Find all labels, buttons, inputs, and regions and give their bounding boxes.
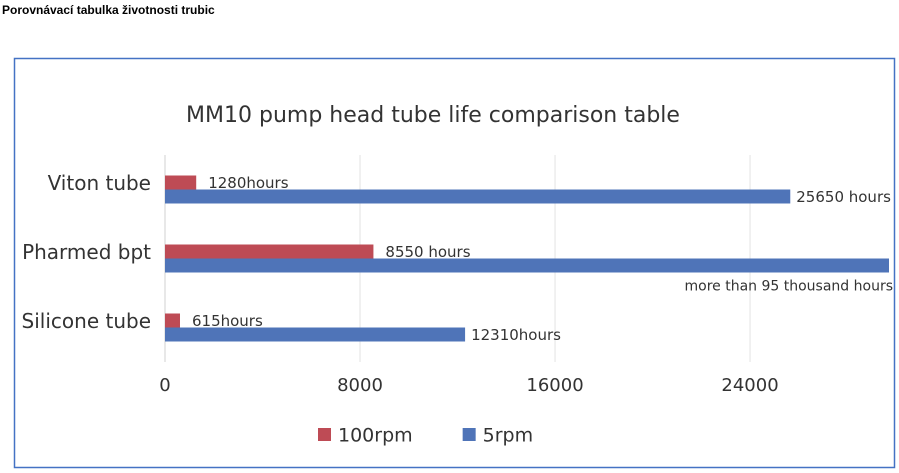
- x-tick-label: 0: [159, 375, 170, 396]
- x-tick-label: 8000: [337, 375, 383, 396]
- bar: [165, 244, 374, 259]
- bar: [165, 258, 889, 273]
- y-tick-label: Viton tube: [48, 171, 151, 195]
- y-tick-label: Pharmed bpt: [22, 240, 151, 264]
- value-label: 12310hours: [471, 326, 561, 344]
- bar: [165, 313, 180, 328]
- y-tick-label: Silicone tube: [22, 309, 151, 333]
- bar: [165, 189, 791, 204]
- chart-title: MM10 pump head tube life comparison tabl…: [186, 103, 680, 128]
- plot-area: [165, 175, 889, 342]
- bar: [165, 327, 466, 342]
- legend-swatch: [318, 428, 331, 441]
- value-label: 8550 hours: [385, 243, 470, 261]
- legend-label: 100rpm: [338, 425, 413, 447]
- legend-swatch: [462, 428, 476, 441]
- value-label: 1280hours: [208, 174, 289, 192]
- bar: [165, 175, 197, 190]
- value-label: more than 95 thousand hours: [685, 279, 894, 295]
- value-label: 615hours: [192, 312, 263, 330]
- legend-label: 5rpm: [483, 425, 533, 447]
- value-label: 25650 hours: [796, 188, 891, 206]
- x-tick-label: 16000: [526, 375, 583, 396]
- x-tick-label: 24000: [721, 375, 778, 396]
- page-heading: Porovnávací tabulka životnosti trubic: [2, 3, 215, 17]
